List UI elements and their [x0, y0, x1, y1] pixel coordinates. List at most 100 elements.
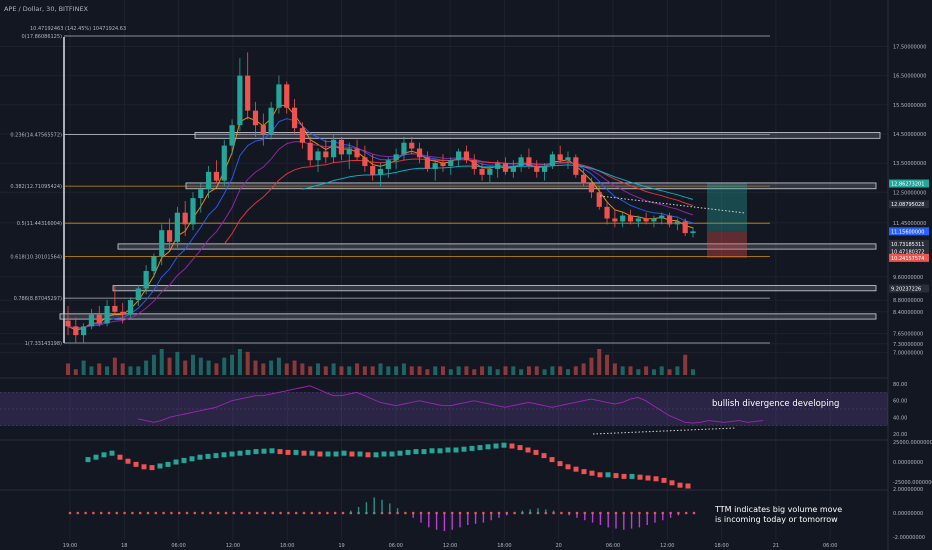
- volume-bar: [675, 366, 680, 375]
- ttm-squeeze-dot: [310, 511, 314, 515]
- candle-body: [604, 206, 610, 219]
- momentum-mark: [493, 443, 499, 449]
- candles: [65, 52, 696, 343]
- momentum-mark: [565, 464, 571, 470]
- volume-bar: [620, 366, 625, 375]
- volume-bar: [386, 366, 391, 375]
- volume-bar: [597, 349, 602, 375]
- momentum-mark: [453, 447, 459, 453]
- momentum-mark: [349, 451, 355, 457]
- volume-bar: [581, 363, 586, 375]
- momentum-mark: [93, 454, 99, 460]
- volume-bar: [214, 363, 219, 375]
- momentum-mark: [421, 449, 427, 455]
- price-tick-label: 7.00000000: [893, 351, 923, 357]
- momentum-mark: [645, 475, 651, 481]
- volume-bar: [73, 369, 78, 375]
- fib-level-label: 0.786(8.87045297): [14, 296, 62, 302]
- ttm-squeeze-dot: [170, 511, 173, 515]
- candle-body: [338, 139, 345, 155]
- volume-bar: [558, 366, 563, 375]
- rsi-tick-label: 80.00: [893, 382, 907, 388]
- candle-body: [88, 314, 95, 327]
- chart-title: APE / Dollar, 30, BITFINEX: [4, 5, 89, 13]
- target-profit-box: [707, 183, 747, 232]
- candle-body: [96, 314, 102, 324]
- ttm-squeeze-dot: [302, 511, 306, 515]
- candle-body: [690, 231, 696, 234]
- volume-bar: [112, 357, 117, 375]
- momentum-mark: [477, 445, 483, 451]
- volume-bar: [464, 366, 469, 375]
- candle-body: [135, 288, 141, 301]
- volume-bar: [191, 354, 195, 375]
- candle-body: [362, 157, 368, 167]
- time-tick-label: 18: [121, 543, 127, 549]
- momentum-mark: [357, 451, 363, 457]
- price-tick-label: 16.50000000: [893, 74, 926, 80]
- momentum-mark: [157, 463, 163, 469]
- momentum-mark: [525, 447, 531, 453]
- candle-body: [190, 198, 196, 225]
- ttm-squeeze-dot: [146, 511, 150, 515]
- volume-bar: [105, 366, 110, 375]
- candle-body: [159, 230, 165, 257]
- volume-bar: [128, 366, 133, 375]
- time-tick-label: 12:00: [226, 543, 240, 549]
- time-tick-label: 19:00: [63, 543, 77, 549]
- momentum-mark: [597, 472, 603, 478]
- momentum-mark: [253, 449, 259, 455]
- price-tick-label: 7.30000000: [893, 342, 923, 348]
- candle-body: [541, 166, 548, 172]
- candle-body: [651, 218, 657, 222]
- volume-bar: [370, 366, 375, 375]
- momentum-mark: [85, 457, 91, 463]
- ttm-squeeze-dot: [216, 511, 220, 515]
- ema-purple-line: [67, 141, 694, 329]
- price-tag-label: 10.73185311: [891, 242, 924, 248]
- momentum-mark: [197, 454, 203, 460]
- price-tag-label: 12.08795028: [891, 202, 924, 208]
- fib-level-label: 0(17.86086125): [22, 34, 63, 40]
- candle-body: [127, 300, 134, 315]
- candle-body: [151, 256, 157, 271]
- fib-level-label: 0.5(11.44316004): [17, 221, 62, 227]
- momentum-mark: [469, 445, 475, 451]
- volume-bar: [81, 360, 86, 375]
- price-tag-label: 9.20237226: [891, 286, 921, 292]
- volume-bar: [487, 366, 492, 375]
- ttm-tick-label: -2.00000000: [893, 535, 925, 541]
- candle-body: [276, 84, 282, 108]
- momentum-mark: [605, 472, 611, 478]
- momentum-histogram: [85, 442, 691, 489]
- time-tick-label: 19: [338, 543, 344, 549]
- ttm-squeeze-dot: [326, 511, 329, 515]
- ttm-squeeze-dot: [263, 511, 267, 515]
- volume-bar: [144, 360, 149, 375]
- candle-body: [487, 168, 493, 175]
- volume-bar: [542, 369, 547, 375]
- ttm-squeeze-dot: [341, 511, 345, 515]
- candle-body: [252, 110, 259, 126]
- volume-bar: [167, 357, 172, 375]
- time-tick-label: 18:00: [497, 543, 511, 549]
- candle-body: [81, 326, 87, 336]
- volume-bar: [628, 366, 633, 375]
- price-tag-label: 11.15600000: [891, 229, 924, 235]
- time-tick-label: 12:00: [660, 543, 674, 549]
- momentum-mark: [541, 453, 547, 459]
- momentum-mark: [173, 459, 179, 465]
- candle-body: [432, 163, 438, 169]
- rsi-tick-label: 40.00: [893, 415, 907, 421]
- time-tick-label: 12:00: [443, 543, 457, 549]
- momentum-mark: [653, 476, 659, 482]
- candle-body: [510, 166, 516, 172]
- momentum-mark: [685, 483, 691, 489]
- momentum-mark: [125, 458, 131, 464]
- ttm-squeeze-dot: [404, 511, 407, 515]
- ttm-squeeze-dot: [162, 511, 165, 515]
- price-tag-label: 12.86273201: [891, 182, 924, 188]
- momentum-mark: [589, 470, 595, 476]
